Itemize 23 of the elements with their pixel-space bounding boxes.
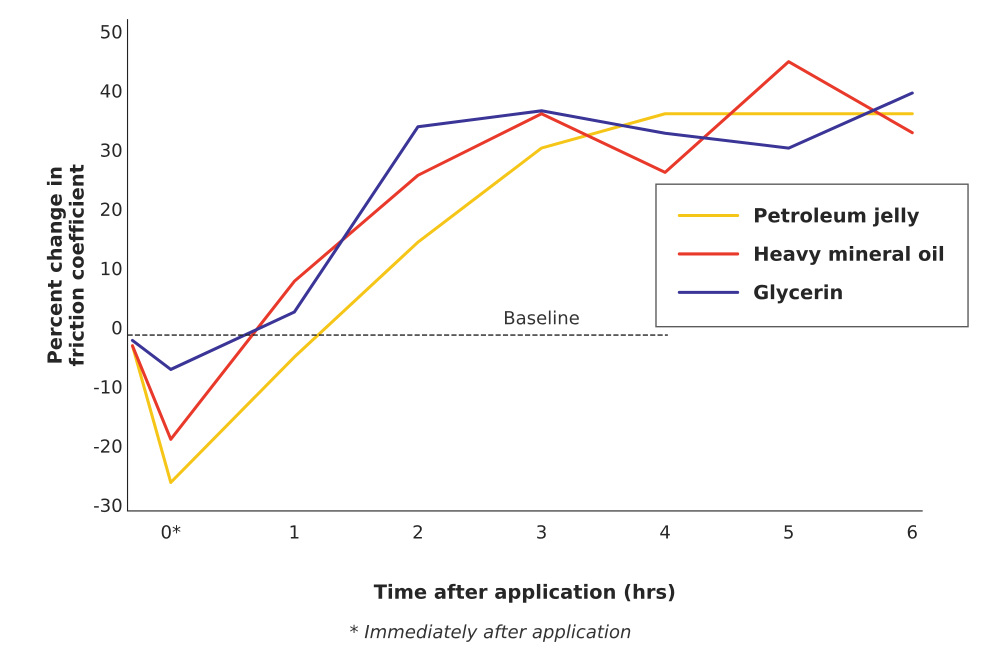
y-tick-label: 20: [101, 202, 122, 216]
x-tick-label: 3: [537, 525, 546, 539]
x-axis-title: Time after application (hrs): [374, 584, 674, 603]
y-tick-label: 0: [112, 320, 122, 335]
y-axis-title: Percent change in friction coefficient: [46, 164, 84, 366]
ref-line-label: Baseline: [505, 310, 579, 325]
y-tick-label: 50: [101, 24, 122, 39]
y-tick-label: -10: [94, 380, 122, 394]
x-tick-label: 5: [784, 525, 793, 539]
y-tick-label: 10: [102, 262, 122, 276]
y-tick-label: -30: [94, 498, 122, 512]
x-tick-label: 2: [414, 525, 422, 539]
x-tick-label: 6: [908, 525, 917, 539]
x-tick-label: 0*: [162, 525, 180, 539]
y-tick-label: -20: [94, 439, 122, 453]
x-tick-label: 4: [660, 525, 670, 539]
x-tick-label: 1: [290, 525, 298, 539]
y-tick-label: 40: [100, 84, 122, 98]
legend-label: Glycerin: [754, 284, 842, 304]
legend-label: Heavy mineral oil: [754, 246, 944, 265]
legend-label: Petroleum jelly: [754, 208, 920, 227]
y-tick-label: 30: [101, 143, 122, 157]
text: * Immediately after application: [350, 624, 630, 642]
